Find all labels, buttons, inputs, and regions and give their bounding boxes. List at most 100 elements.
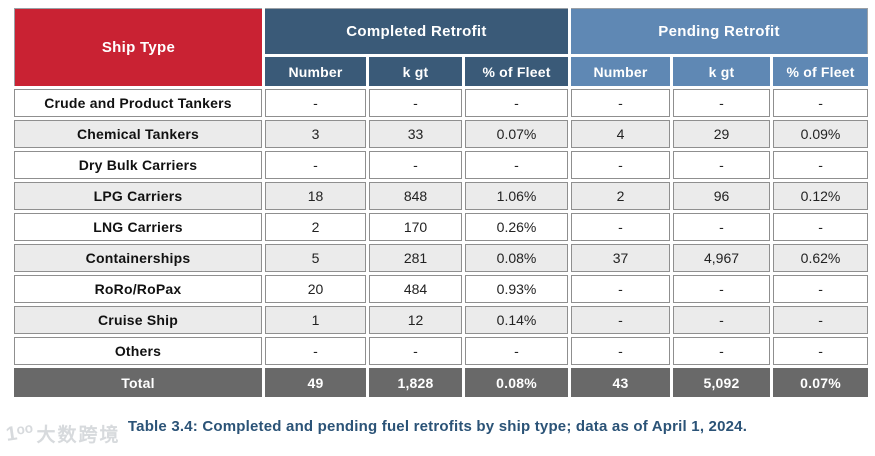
ship-type-cell: LNG Carriers — [14, 213, 262, 241]
ship-type-cell: RoRo/RoPax — [14, 275, 262, 303]
pending-pct-cell: - — [773, 275, 869, 303]
completed-number-cell: 5 — [265, 244, 366, 272]
watermark: 1ᵒᵒ 大数跨境 — [4, 420, 121, 447]
pending-kgt-cell: - — [673, 151, 771, 179]
pending-kgt-cell: - — [673, 306, 771, 334]
pending-kgt-cell: 96 — [673, 182, 771, 210]
completed-number-cell: 1 — [265, 306, 366, 334]
table-row: LPG Carriers 18 848 1.06% 2 96 0.12% — [14, 182, 869, 210]
total-completed-pct-cell: 0.08% — [465, 368, 569, 397]
completed-number-cell: - — [265, 89, 366, 117]
pending-number-cell: - — [571, 275, 671, 303]
pending-kgt-header: k gt — [673, 57, 771, 86]
pending-number-cell: - — [571, 89, 671, 117]
table-row: Cruise Ship 1 12 0.14% - - - — [14, 306, 869, 334]
table-footer: Total 49 1,828 0.08% 43 5,092 0.07% — [14, 368, 869, 397]
pending-pct-cell: - — [773, 337, 869, 365]
completed-number-cell: - — [265, 151, 366, 179]
header-group-row: Ship Type Completed Retrofit Pending Ret… — [14, 8, 869, 86]
completed-kgt-header: k gt — [369, 57, 462, 86]
completed-number-cell: 2 — [265, 213, 366, 241]
completed-pct-cell: 1.06% — [465, 182, 569, 210]
total-pending-number-cell: 43 — [571, 368, 671, 397]
total-row: Total 49 1,828 0.08% 43 5,092 0.07% — [14, 368, 869, 397]
completed-pct-cell: 0.14% — [465, 306, 569, 334]
completed-number-cell: 18 — [265, 182, 366, 210]
pending-retrofit-group-header: Pending Retrofit — [571, 8, 869, 54]
pending-pct-header: % of Fleet — [773, 57, 869, 86]
completed-kgt-cell: 281 — [369, 244, 462, 272]
ship-type-cell: LPG Carriers — [14, 182, 262, 210]
pending-kgt-cell: 4,967 — [673, 244, 771, 272]
pending-kgt-cell: - — [673, 337, 771, 365]
completed-kgt-cell: 170 — [369, 213, 462, 241]
ship-type-header: Ship Type — [14, 8, 262, 86]
pending-kgt-cell: - — [673, 213, 771, 241]
pending-pct-cell: - — [773, 306, 869, 334]
total-completed-kgt-cell: 1,828 — [369, 368, 462, 397]
table-caption: Table 3.4: Completed and pending fuel re… — [127, 418, 748, 435]
pending-pct-cell: 0.09% — [773, 120, 869, 148]
completed-pct-cell: 0.26% — [465, 213, 569, 241]
watermark-text: 大数跨境 — [36, 425, 121, 446]
completed-number-cell: 3 — [265, 120, 366, 148]
completed-pct-cell: - — [465, 151, 569, 179]
pending-number-cell: - — [571, 213, 671, 241]
table-body: Crude and Product Tankers - - - - - - Chemical … — [14, 89, 869, 365]
ship-type-cell: Cruise Ship — [14, 306, 262, 334]
total-completed-number-cell: 49 — [265, 368, 366, 397]
completed-pct-cell: - — [465, 337, 569, 365]
completed-kgt-cell: 848 — [369, 182, 462, 210]
pending-kgt-cell: - — [673, 275, 771, 303]
pending-number-header: Number — [571, 57, 671, 86]
pending-kgt-cell: - — [673, 89, 771, 117]
completed-pct-cell: 0.08% — [465, 244, 569, 272]
watermark-logo-icon: 1ᵒᵒ — [4, 420, 35, 446]
table-row: RoRo/RoPax 20 484 0.93% - - - — [14, 275, 869, 303]
pending-number-cell: 2 — [571, 182, 671, 210]
retrofit-table: Ship Type Completed Retrofit Pending Ret… — [11, 5, 872, 400]
header-sub-row: Number k gt % of Fleet Number k gt % of … — [14, 57, 869, 86]
completed-retrofit-group-header: Completed Retrofit — [265, 8, 569, 54]
pending-pct-cell: - — [773, 213, 869, 241]
table-row: Dry Bulk Carriers - - - - - - — [14, 151, 869, 179]
table-row: Crude and Product Tankers - - - - - - — [14, 89, 869, 117]
ship-type-cell: Containerships — [14, 244, 262, 272]
pending-number-cell: - — [571, 337, 671, 365]
pending-number-cell: 4 — [571, 120, 671, 148]
ship-type-cell: Chemical Tankers — [14, 120, 262, 148]
table-row: LNG Carriers 2 170 0.26% - - - — [14, 213, 869, 241]
pending-number-cell: - — [571, 151, 671, 179]
completed-pct-header: % of Fleet — [465, 57, 569, 86]
total-label-cell: Total — [14, 368, 262, 397]
table-row: Chemical Tankers 3 33 0.07% 4 29 0.09% — [14, 120, 869, 148]
total-pending-pct-cell: 0.07% — [773, 368, 869, 397]
pending-number-cell: - — [571, 306, 671, 334]
pending-pct-cell: - — [773, 89, 869, 117]
completed-kgt-cell: - — [369, 89, 462, 117]
pending-kgt-cell: 29 — [673, 120, 771, 148]
pending-number-cell: 37 — [571, 244, 671, 272]
pending-pct-cell: 0.62% — [773, 244, 869, 272]
completed-number-cell: - — [265, 337, 366, 365]
table-row: Others - - - - - - — [14, 337, 869, 365]
ship-type-cell: Crude and Product Tankers — [14, 89, 262, 117]
table-row: Containerships 5 281 0.08% 37 4,967 0.62% — [14, 244, 869, 272]
ship-type-cell: Dry Bulk Carriers — [14, 151, 262, 179]
total-pending-kgt-cell: 5,092 — [673, 368, 771, 397]
pending-pct-cell: - — [773, 151, 869, 179]
completed-kgt-cell: 12 — [369, 306, 462, 334]
completed-kgt-cell: - — [369, 337, 462, 365]
table-header: Ship Type Completed Retrofit Pending Ret… — [14, 8, 869, 86]
completed-pct-cell: - — [465, 89, 569, 117]
pending-pct-cell: 0.12% — [773, 182, 869, 210]
ship-type-cell: Others — [14, 337, 262, 365]
completed-kgt-cell: - — [369, 151, 462, 179]
completed-pct-cell: 0.93% — [465, 275, 569, 303]
completed-kgt-cell: 33 — [369, 120, 462, 148]
completed-kgt-cell: 484 — [369, 275, 462, 303]
completed-pct-cell: 0.07% — [465, 120, 569, 148]
completed-number-cell: 20 — [265, 275, 366, 303]
completed-number-header: Number — [265, 57, 366, 86]
